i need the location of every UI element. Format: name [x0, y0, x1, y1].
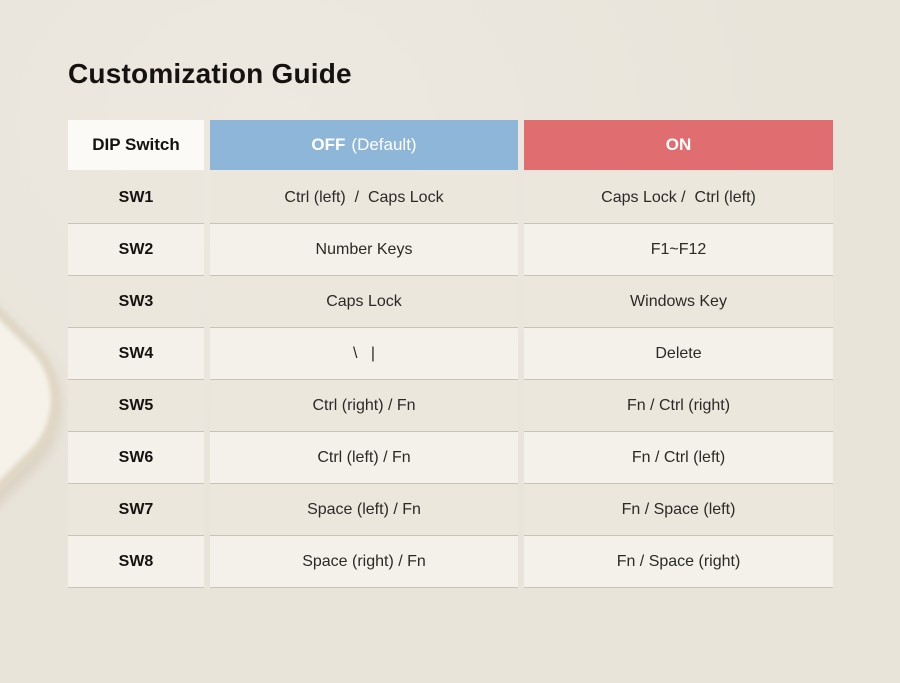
- header-cell-on: ON: [524, 120, 833, 170]
- off-value: Ctrl (left) / Fn: [210, 432, 518, 484]
- header-cell-off-default: OFF (Default): [210, 120, 518, 170]
- on-value: Fn / Space (right): [524, 536, 833, 588]
- switch-label: SW5: [68, 380, 204, 432]
- on-value: Fn / Space (left): [524, 484, 833, 536]
- switch-label: SW7: [68, 484, 204, 536]
- dip-switch-table: DIP Switch OFF (Default) ON SW1 Ctrl (le…: [68, 120, 833, 588]
- on-value: F1~F12: [524, 224, 833, 276]
- table-row-sw8: SW8 Space (right) / Fn Fn / Space (right…: [68, 536, 833, 588]
- table-row-sw3: SW3 Caps Lock Windows Key: [68, 276, 833, 328]
- off-value: Number Keys: [210, 224, 518, 276]
- off-value: Caps Lock: [210, 276, 518, 328]
- table-header-row: DIP Switch OFF (Default) ON: [68, 120, 833, 170]
- on-value: Windows Key: [524, 276, 833, 328]
- table-row-sw5: SW5 Ctrl (right) / Fn Fn / Ctrl (right): [68, 380, 833, 432]
- switch-label: SW4: [68, 328, 204, 380]
- header-off-label: OFF: [311, 135, 346, 154]
- on-value: Fn / Ctrl (right): [524, 380, 833, 432]
- switch-label: SW2: [68, 224, 204, 276]
- switch-label: SW1: [68, 172, 204, 224]
- off-value: \ |: [210, 328, 518, 380]
- table-row-sw7: SW7 Space (left) / Fn Fn / Space (left): [68, 484, 833, 536]
- table-row-sw6: SW6 Ctrl (left) / Fn Fn / Ctrl (left): [68, 432, 833, 484]
- table-row-sw1: SW1 Ctrl (left) / Caps Lock Caps Lock / …: [68, 172, 833, 224]
- switch-label: SW6: [68, 432, 204, 484]
- on-value: Delete: [524, 328, 833, 380]
- table-row-sw2: SW2 Number Keys F1~F12: [68, 224, 833, 276]
- header-cell-dip-switch: DIP Switch: [68, 120, 204, 170]
- off-value: Ctrl (left) / Caps Lock: [210, 172, 518, 224]
- on-value: Fn / Ctrl (left): [524, 432, 833, 484]
- switch-label: SW8: [68, 536, 204, 588]
- header-off-default-label: (Default): [351, 135, 417, 154]
- off-value: Space (left) / Fn: [210, 484, 518, 536]
- off-value: Space (right) / Fn: [210, 536, 518, 588]
- switch-label: SW3: [68, 276, 204, 328]
- page-title: Customization Guide: [68, 58, 352, 89]
- on-value: Caps Lock / Ctrl (left): [524, 172, 833, 224]
- off-value: Ctrl (right) / Fn: [210, 380, 518, 432]
- table-row-sw4: SW4 \ | Delete: [68, 328, 833, 380]
